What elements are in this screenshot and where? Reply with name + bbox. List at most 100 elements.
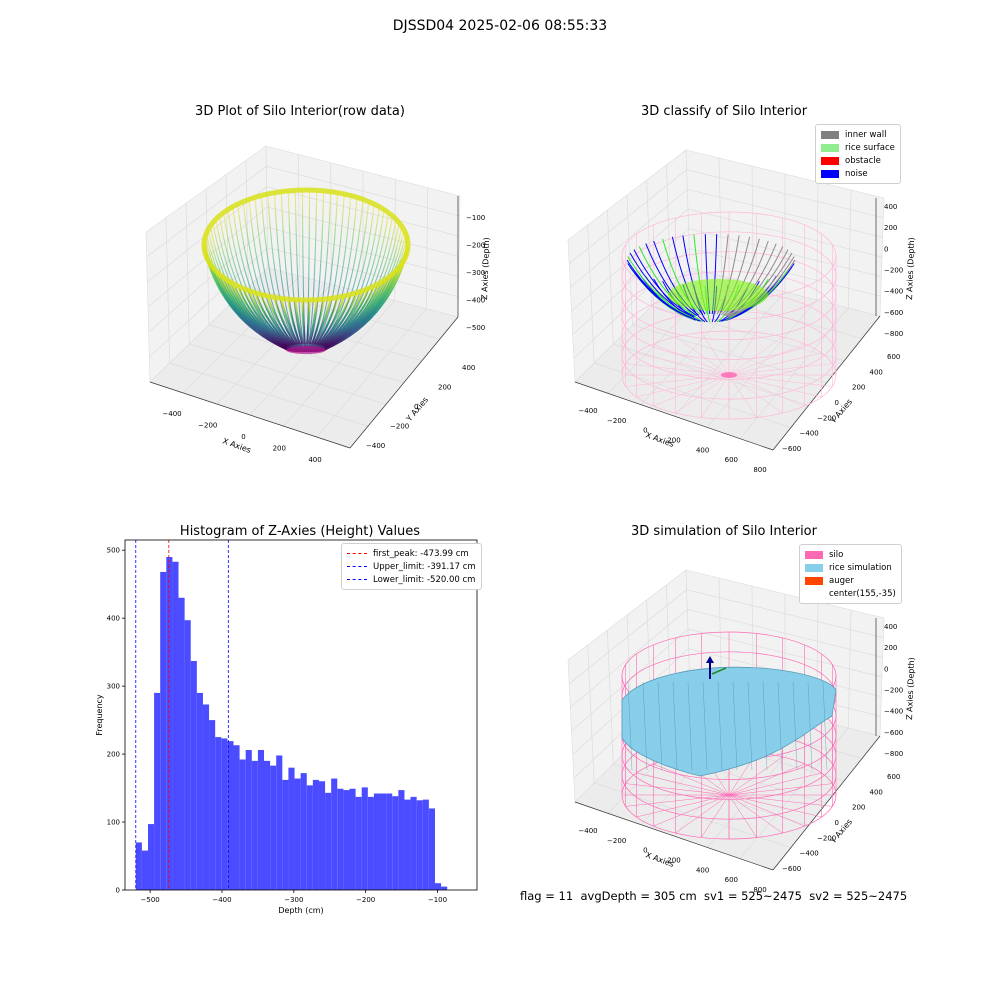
z-tick-label: −400 — [884, 288, 903, 296]
y-axis-label: Y Axies — [828, 817, 854, 846]
classified-scan-line — [716, 284, 740, 323]
silo-floor-spoke — [728, 374, 833, 387]
z-axis-label: Z Axies (Depth) — [480, 237, 491, 300]
grid-line — [568, 589, 687, 684]
mesh-line — [732, 681, 738, 771]
silo-floor-spoke — [653, 374, 730, 407]
grid-line — [847, 189, 852, 309]
bowl-scan-line — [313, 294, 352, 353]
grid-line — [670, 286, 863, 339]
mesh-line — [657, 681, 663, 771]
grid-line — [632, 744, 827, 804]
classified-scan-line — [629, 266, 694, 320]
x-axis-label: X Axies — [644, 850, 675, 869]
z-tick-label: −400 — [466, 297, 485, 305]
silo-floor-spoke — [636, 374, 730, 398]
bowl-scan-line — [321, 209, 385, 346]
y-axis-line — [772, 315, 881, 451]
x-tick-label: −500 — [141, 896, 160, 904]
bowl-scan-line — [316, 290, 365, 353]
classified-scan-line — [711, 285, 718, 323]
y-tick-label: 0 — [414, 403, 418, 411]
grid-line — [687, 188, 883, 238]
silo-ring — [621, 290, 837, 380]
silo-ring — [621, 271, 837, 360]
silo-ring — [621, 330, 837, 420]
histogram-bar — [154, 692, 161, 890]
bowl-scan-line — [294, 190, 305, 345]
legend-item-silo: silo — [805, 548, 896, 561]
bowl-scan-line — [254, 197, 297, 345]
grid-line — [687, 628, 883, 678]
silo-ring — [621, 231, 837, 321]
histogram-bar — [318, 781, 326, 890]
bowl-scan-line — [204, 237, 287, 348]
grid-line — [739, 307, 849, 439]
silo-ring — [621, 710, 837, 800]
bowl-scan-line — [260, 294, 299, 353]
silo-floor-spoke — [728, 363, 833, 376]
simulation-plot-title: 3D simulation of Silo Interior — [631, 524, 817, 539]
bowl-scan-line — [324, 259, 406, 351]
silo-floor-spoke — [728, 374, 822, 398]
histogram-bar — [233, 745, 240, 890]
bowl-scan-line — [307, 299, 318, 353]
histogram-bar — [349, 788, 356, 890]
grid-line — [571, 628, 689, 732]
classified-scan-line — [721, 280, 760, 322]
grid-line — [266, 206, 460, 257]
classified-scan-line — [662, 238, 701, 316]
y-tick-label: 200 — [852, 804, 865, 812]
bowl-scan-line — [280, 298, 303, 353]
silo-ring — [621, 251, 837, 341]
classify-plot-title: 3D classify of Silo Interior — [640, 104, 808, 119]
x-axis-line — [149, 381, 351, 449]
y-tick-label: 0 — [116, 887, 120, 895]
pane-left — [567, 149, 691, 383]
x-tick-label: −400 — [578, 827, 597, 835]
bowl-scan-line — [319, 204, 375, 346]
silo-ring — [621, 671, 837, 761]
bowl-rim — [201, 187, 411, 303]
histogram-bar — [312, 779, 319, 890]
classified-scan-line — [723, 240, 769, 316]
rice-simulation-surface — [621, 666, 837, 777]
y-tick-label: 0 — [835, 399, 839, 407]
histogram-bar — [160, 571, 167, 890]
grid-line — [573, 248, 690, 359]
bowl-scan-line — [314, 195, 352, 345]
bowl-scan-line — [205, 233, 287, 348]
y-tick-label: 600 — [887, 773, 900, 781]
bowl-scan-line — [206, 259, 288, 351]
histogram-bar — [434, 883, 442, 890]
histogram-bar — [392, 796, 399, 890]
grid-line — [751, 165, 754, 285]
silo-floor-spoke — [653, 343, 730, 376]
legend-item-center: center(155,-35) — [829, 588, 896, 599]
histogram-bar — [215, 737, 222, 890]
bowl-scan-line — [309, 190, 325, 345]
grid-line — [606, 209, 614, 345]
x-tick-label: 0 — [643, 427, 647, 435]
histogram-title: Histogram of Z-Axies (Height) Values — [179, 524, 421, 539]
histogram-bar — [264, 760, 271, 890]
bowl-scan-line — [311, 297, 339, 353]
histogram-bar — [294, 778, 301, 890]
classified-scan-line — [693, 234, 708, 315]
silo-floor-spoke — [675, 756, 730, 796]
grid-line — [248, 286, 441, 340]
histogram-bar — [270, 765, 277, 890]
grid-line — [673, 711, 786, 837]
classified-scan-line — [723, 278, 769, 322]
grid-line — [594, 362, 791, 428]
bowl-scan-line — [324, 263, 403, 351]
bowl-scan-line — [205, 256, 287, 350]
bowl-scan-line — [305, 299, 311, 353]
raw-plot-title: 3D Plot of Silo Interior(row data) — [195, 104, 405, 119]
histogram-bar — [367, 796, 374, 890]
grid-line — [687, 208, 883, 258]
bowl-scan-line — [202, 244, 287, 350]
histogram-bar — [422, 799, 429, 890]
grid-line — [267, 247, 459, 298]
classified-scan-line — [682, 235, 706, 315]
